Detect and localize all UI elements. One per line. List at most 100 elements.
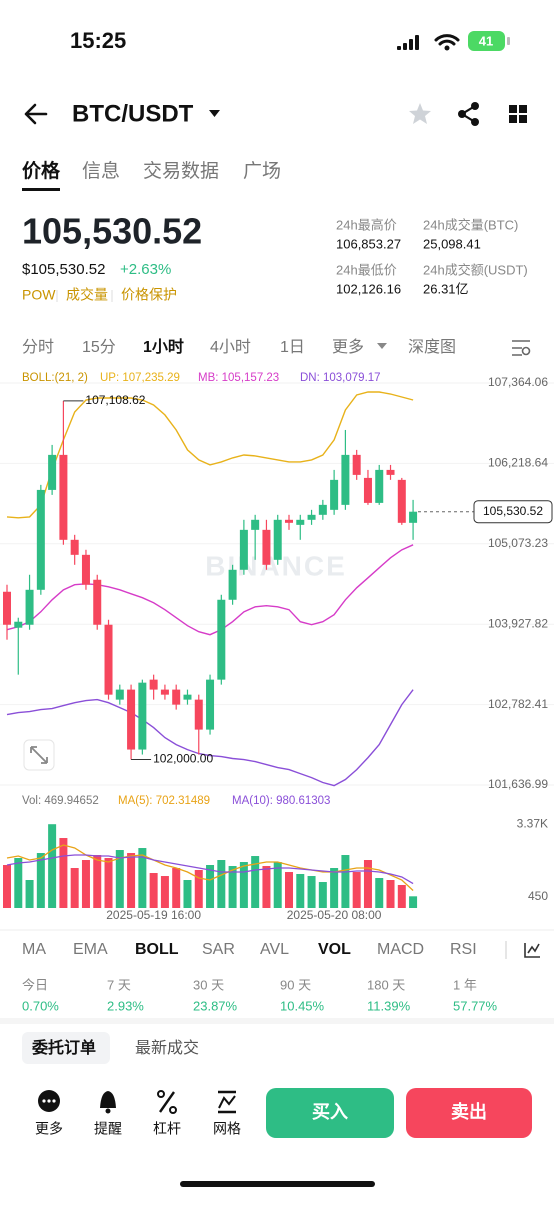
pair-dropdown[interactable] xyxy=(209,110,220,117)
battery-level: 41 xyxy=(479,33,493,48)
pair-title[interactable]: BTC/USDT xyxy=(72,100,194,127)
period-change: 23.87% xyxy=(193,998,238,1013)
annotation-label: 102,000.00 xyxy=(153,752,213,766)
interval[interactable]: 深度图 xyxy=(408,338,456,356)
candle-body xyxy=(183,694,192,700)
y-tick-label: 101,636.99 xyxy=(488,777,548,791)
x-tick-label: 2025-05-20 08:00 xyxy=(287,908,382,922)
volume-bar xyxy=(273,862,282,908)
chart-settings-icon[interactable] xyxy=(512,340,531,356)
volume-bar xyxy=(194,870,203,908)
candle-body xyxy=(330,479,339,510)
y-tick-label: 105,073.23 xyxy=(488,536,548,550)
expand-button[interactable] xyxy=(23,739,55,771)
price-tag[interactable]: 成交量 xyxy=(66,287,108,303)
toolbar-label[interactable]: 杠杆 xyxy=(153,1121,181,1137)
y-tick-label: 102,782.41 xyxy=(488,697,548,711)
volume-bar xyxy=(149,873,158,908)
period-change: 10.45% xyxy=(280,998,325,1013)
candle-body xyxy=(307,514,316,520)
interval[interactable]: 1日 xyxy=(280,339,305,356)
volume-bar xyxy=(93,855,102,908)
volume-bar xyxy=(397,884,406,908)
stat-value: 26.31亿 xyxy=(423,281,469,296)
volume-bar xyxy=(341,855,350,908)
order-tab[interactable]: 最新成交 xyxy=(135,1039,199,1057)
candle-body xyxy=(149,679,158,690)
favorite-icon[interactable] xyxy=(409,103,431,124)
price-tag[interactable]: 价格保护 xyxy=(121,287,177,303)
volume-bar xyxy=(160,876,169,908)
status-icons xyxy=(397,31,510,51)
back-button[interactable] xyxy=(24,103,48,125)
period-change: 2.93% xyxy=(107,998,144,1013)
candle-body xyxy=(104,624,113,695)
candle-body xyxy=(172,689,181,705)
buy-button[interactable] xyxy=(266,1088,394,1138)
volume-bar xyxy=(318,882,327,908)
volume-bar xyxy=(262,866,271,908)
indicator-tab[interactable]: MACD xyxy=(377,941,424,958)
toolbar-label[interactable]: 提醒 xyxy=(94,1121,122,1137)
volume-ma-line xyxy=(6,854,414,885)
sell-label[interactable]: 卖出 xyxy=(451,1101,487,1122)
period-label: 180 天 xyxy=(367,977,405,992)
layout-icon[interactable] xyxy=(509,105,527,123)
interval[interactable]: 分时 xyxy=(22,338,54,356)
indicator-tab[interactable]: AVL xyxy=(260,941,289,958)
toolbar-label[interactable]: 网格 xyxy=(213,1121,241,1137)
candle-body xyxy=(341,454,350,505)
candle-body xyxy=(59,454,68,540)
candle-body xyxy=(194,699,203,730)
tab[interactable]: 信息 xyxy=(82,160,120,182)
volume-bar xyxy=(206,865,215,908)
indicator-tab[interactable]: VOL xyxy=(318,941,351,958)
tab-pill[interactable] xyxy=(22,1032,110,1064)
home-indicator xyxy=(180,1181,375,1187)
candle-body xyxy=(352,454,361,475)
y-tick-label: 103,927.82 xyxy=(488,616,548,630)
volume-bar xyxy=(239,862,248,908)
stat-value: 106,853.27 xyxy=(336,236,401,251)
share-icon[interactable] xyxy=(458,102,479,126)
tab[interactable]: 价格 xyxy=(22,159,61,182)
order-tab[interactable]: 委托订单 xyxy=(31,1038,96,1057)
volume-bar xyxy=(285,872,293,908)
tab[interactable]: 广场 xyxy=(243,160,281,182)
tab[interactable]: 交易数据 xyxy=(143,160,219,182)
volume-bar xyxy=(251,856,260,908)
indicator-tab[interactable]: MA xyxy=(22,941,46,958)
interval[interactable]: 1小时 xyxy=(143,338,184,356)
volume-bar xyxy=(183,880,192,908)
stat-label: 24h成交量(BTC) xyxy=(423,217,518,232)
volume-bar xyxy=(59,838,68,908)
stat-value: 102,126.16 xyxy=(336,281,401,296)
buy-label[interactable]: 买入 xyxy=(312,1102,348,1122)
candle-body xyxy=(70,539,79,555)
interval[interactable]: 4小时 xyxy=(210,338,251,356)
y-tick-label: 450 xyxy=(528,889,548,903)
toolbar-label[interactable]: 更多 xyxy=(35,1121,63,1137)
more-dropdown[interactable] xyxy=(377,343,387,349)
interval[interactable]: 15分 xyxy=(82,338,116,356)
candle-body xyxy=(251,519,260,530)
volume-legend: MA(10): 980.61303 xyxy=(232,795,330,807)
volume-bar xyxy=(115,850,124,908)
indicator-tab[interactable]: SAR xyxy=(202,941,235,958)
interval[interactable]: 更多 xyxy=(332,338,364,356)
candle-body xyxy=(386,469,395,475)
sell-button[interactable] xyxy=(406,1088,532,1138)
volume-bar xyxy=(386,880,395,908)
indicator-tab[interactable]: RSI xyxy=(450,941,477,958)
indicator-settings[interactable] xyxy=(524,943,540,958)
candle-body xyxy=(160,689,169,695)
price-tag[interactable]: POW xyxy=(22,287,56,303)
annotation-label: 107,108.62 xyxy=(85,393,145,407)
indicator-tab[interactable]: EMA xyxy=(73,941,108,958)
boll-line xyxy=(6,544,414,636)
boll-legend: UP: 107,235.29 xyxy=(100,372,180,384)
candle-body xyxy=(115,689,124,700)
indicator-tab[interactable]: BOLL xyxy=(135,941,179,958)
current-price-box xyxy=(473,500,553,524)
